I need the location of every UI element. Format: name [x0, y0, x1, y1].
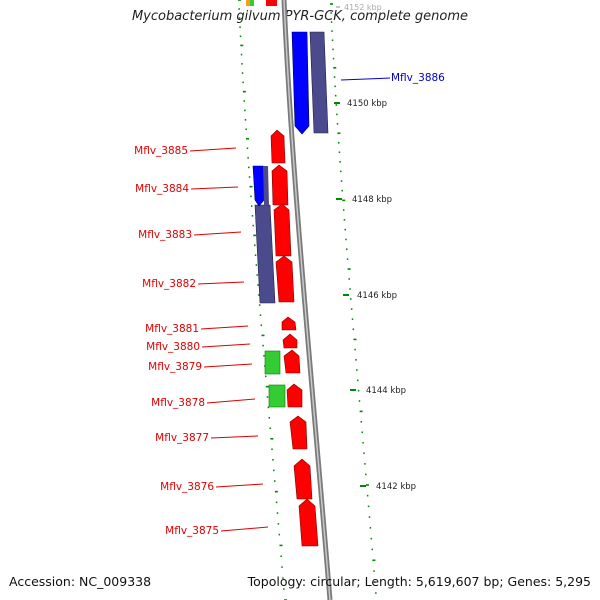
- gene-label-mflv-3884[interactable]: Mflv_3884: [135, 183, 189, 195]
- leader-line-3875: [220, 526, 269, 532]
- gene-label-mflv-3886[interactable]: Mflv_3886: [391, 72, 445, 84]
- gene-label-mflv-3885[interactable]: Mflv_3885: [134, 145, 188, 157]
- gc-content-track-outer: [330, 3, 377, 594]
- tick-label-4148: 4148 kbp: [352, 195, 392, 205]
- topology-label: Topology: circular; Length: 5,619,607 bp…: [247, 574, 591, 589]
- gene-label-mflv-3879[interactable]: Mflv_3879: [148, 361, 202, 373]
- feature-green-3879[interactable]: [264, 350, 281, 375]
- accession-label: Accession: NC_009338: [9, 574, 152, 589]
- map-title: Mycobacterium gilvum PYR-GCK, complete g…: [131, 9, 469, 24]
- gene-mflv-3877-arrow[interactable]: [289, 415, 308, 450]
- gene-mflv-3880-arrow[interactable]: [282, 333, 298, 349]
- gene-label-mflv-3878[interactable]: Mflv_3878: [151, 397, 205, 409]
- feature-blue-3884[interactable]: [252, 165, 265, 207]
- gene-label-mflv-3881[interactable]: Mflv_3881: [145, 323, 199, 335]
- gene-mflv-3876-arrow[interactable]: [293, 458, 313, 500]
- gene-mflv-3875-arrow[interactable]: [298, 498, 319, 547]
- partial-feature-green[interactable]: [250, 0, 254, 6]
- leader-line-3883: [193, 231, 242, 236]
- feature-purple-3886[interactable]: [309, 31, 329, 134]
- leader-line-3880: [201, 343, 251, 348]
- tick-label-4142: 4142 kbp: [376, 482, 416, 492]
- gene-mflv-3886-arrow[interactable]: [291, 31, 310, 135]
- gene-label-mflv-3877[interactable]: Mflv_3877: [155, 432, 209, 444]
- gene-label-mflv-3876[interactable]: Mflv_3876: [160, 481, 214, 493]
- gene-mflv-3878-arrow[interactable]: [286, 383, 303, 408]
- gene-label-mflv-3875[interactable]: Mflv_3875: [165, 525, 219, 537]
- gene-label-mflv-3883[interactable]: Mflv_3883: [138, 229, 192, 241]
- gene-mflv-3883-arrow[interactable]: [273, 203, 292, 257]
- leader-line-3879: [203, 363, 253, 368]
- leader-line-3876: [215, 483, 264, 488]
- leader-line-3877: [210, 435, 259, 439]
- gc-content-track-inner: [238, 0, 287, 600]
- gene-mflv-3882-arrow[interactable]: [275, 255, 295, 303]
- leader-line-3882: [197, 281, 245, 285]
- tick-label-4150: 4150 kbp: [347, 99, 387, 109]
- tick-label-4152: 4152 kbp: [344, 3, 382, 12]
- leader-line-3886: [340, 77, 391, 81]
- partial-feature-orange[interactable]: [246, 0, 250, 6]
- tick-label-4144: 4144 kbp: [366, 386, 406, 396]
- feature-green-3878[interactable]: [268, 384, 286, 408]
- gene-mflv-3884-arrow[interactable]: [271, 164, 289, 206]
- leader-line-3885: [189, 147, 237, 152]
- gene-label-mflv-3882[interactable]: Mflv_3882: [142, 278, 196, 290]
- feature-purple-3883[interactable]: [254, 204, 276, 304]
- tick-label-4146: 4146 kbp: [357, 291, 397, 301]
- genome-backbone-highlight: [283, 0, 331, 600]
- feature-purple-3884[interactable]: [263, 166, 269, 205]
- leader-line-3878: [206, 398, 256, 404]
- gene-mflv-3879-arrow[interactable]: [283, 349, 301, 374]
- leader-line-3884: [190, 186, 239, 190]
- partial-feature-red[interactable]: [266, 0, 277, 6]
- gene-label-mflv-3880[interactable]: Mflv_3880: [146, 341, 200, 353]
- leader-line-3881: [200, 325, 249, 330]
- gene-mflv-3885-arrow[interactable]: [270, 129, 286, 164]
- gene-mflv-3881-arrow[interactable]: [281, 316, 297, 331]
